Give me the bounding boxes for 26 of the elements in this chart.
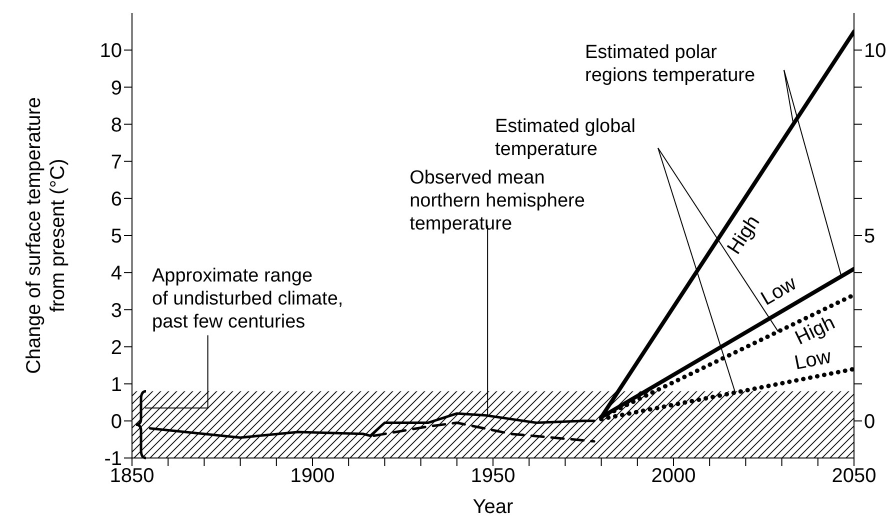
band-label: Approximate range of undisturbed climate, past few centuries — [152, 265, 344, 332]
y-tick-label: 7 — [110, 151, 122, 174]
y2-tick-label: 5 — [864, 226, 876, 248]
y-tick-label: 4 — [110, 262, 122, 285]
annotation: Observed mean northern hemisphere temperature — [410, 167, 585, 234]
y2-tick-label: 0 — [864, 411, 876, 434]
x-tick-label: 2050 — [832, 465, 876, 488]
x-tick-label: 1950 — [470, 465, 516, 488]
text: Low — [757, 272, 801, 310]
x-tick-label: 1850 — [110, 465, 154, 488]
y-tick-label: 10 — [100, 40, 122, 62]
y-tick-label: 3 — [110, 300, 122, 322]
y-tick-label: 2 — [110, 336, 122, 359]
y-tick-label: 6 — [110, 188, 122, 211]
y-tick-label: 0 — [110, 411, 122, 434]
annotation: Estimated global temperature — [495, 116, 636, 160]
annotation: Estimated polar regions temperature — [585, 42, 756, 86]
y-tick-label: 9 — [110, 77, 122, 100]
x-tick-label: 1900 — [290, 465, 335, 488]
y-tick-label: 5 — [110, 226, 122, 248]
y2-tick-label: 10 — [864, 40, 886, 62]
x-tick-label: 2000 — [651, 465, 696, 488]
x-axis-title: Year — [472, 496, 514, 518]
y-tick-label: 8 — [110, 114, 122, 136]
y-tick-label: 1 — [110, 374, 122, 396]
y-axis-title: Change of surface temperature from present (°C) — [23, 97, 69, 374]
